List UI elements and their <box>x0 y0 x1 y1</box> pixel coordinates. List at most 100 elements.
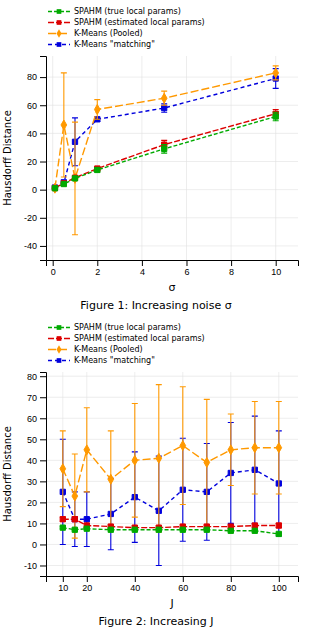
error-bar <box>132 404 138 518</box>
error-bar <box>72 122 78 235</box>
legend-item: SPAHM (estimated local params) <box>48 334 205 343</box>
tick-label: 80 <box>226 583 236 593</box>
marker <box>60 517 65 522</box>
legend-label: SPAHM (true local params) <box>74 323 181 332</box>
marker <box>72 173 78 183</box>
series <box>52 109 279 190</box>
marker <box>276 443 282 453</box>
grid-line <box>46 502 298 503</box>
tick-mark <box>40 190 46 191</box>
grid <box>46 372 298 576</box>
y-tick: 80 <box>27 72 46 82</box>
x-tick: 6 <box>184 260 189 277</box>
tick-mark <box>40 418 46 419</box>
x-tick: 8 <box>229 260 234 277</box>
marker <box>108 474 114 484</box>
tick-label: 10 <box>58 583 68 593</box>
x-tick: 4 <box>140 260 145 277</box>
plot-area <box>60 385 282 566</box>
marker <box>72 175 77 180</box>
tick-mark <box>40 439 46 440</box>
marker <box>180 441 186 451</box>
tick-label: 60 <box>178 583 188 593</box>
error-bar <box>72 454 78 538</box>
marker <box>162 146 167 151</box>
legend-item: K-Means (Pooled) <box>48 29 143 38</box>
tick-label: 50 <box>27 435 37 445</box>
tick-label: 40 <box>27 456 37 466</box>
tick-label: 0 <box>32 540 37 550</box>
marker <box>252 523 257 528</box>
legend-marker <box>57 336 62 341</box>
legend-marker <box>57 358 62 363</box>
tick-mark <box>63 576 64 582</box>
marker <box>52 185 57 190</box>
marker <box>61 181 66 186</box>
y-tick: 0 <box>32 540 46 550</box>
grid-line <box>52 56 53 260</box>
tick-mark <box>186 260 187 266</box>
y-tick: 80 <box>27 372 46 382</box>
tick-label: -40 <box>24 241 37 251</box>
tick-mark <box>276 260 277 266</box>
legend-label: SPAHM (estimated local params) <box>74 18 205 27</box>
legend-item: SPAHM (estimated local params) <box>48 18 205 27</box>
x-tick: 10 <box>271 260 281 277</box>
y-tick: 40 <box>27 129 46 139</box>
tick-label: 20 <box>27 157 37 167</box>
tick-mark <box>40 460 46 461</box>
legend-label: K-Means "matching" <box>74 356 155 365</box>
tick-label: 80 <box>27 72 37 82</box>
legend-marker <box>57 42 62 47</box>
series-line <box>55 79 276 188</box>
x-tick: 20 <box>82 576 92 593</box>
tick-mark <box>135 576 136 582</box>
error-bar <box>84 492 90 547</box>
grid-line <box>231 56 232 260</box>
y-tick: 50 <box>27 435 46 445</box>
error-bar <box>180 387 186 505</box>
axis-line <box>40 57 47 261</box>
marker <box>52 185 57 190</box>
marker <box>276 531 281 536</box>
series-line <box>63 446 279 496</box>
error-bar <box>84 408 90 492</box>
tick-label: 60 <box>27 414 37 424</box>
series <box>60 416 282 565</box>
x-axis-title: σ <box>169 281 176 294</box>
tick-mark <box>40 481 46 482</box>
marker <box>52 186 57 191</box>
axis-line <box>40 373 47 577</box>
chart-title: Figure 2: Increasing J <box>99 615 214 628</box>
legend-label: SPAHM (true local params) <box>74 7 181 16</box>
marker <box>84 517 89 522</box>
grid-line <box>141 56 142 260</box>
grid-line <box>46 565 298 566</box>
grid-line <box>46 418 298 419</box>
grid-line <box>46 544 298 545</box>
tick-mark <box>183 576 184 582</box>
tick-label: 40 <box>130 583 140 593</box>
error-bar <box>94 100 100 120</box>
tick-label: 0 <box>51 267 56 277</box>
legend-label: SPAHM (estimated local params) <box>74 334 205 343</box>
tick-mark <box>40 218 46 219</box>
legend-marker <box>57 20 62 25</box>
tick-mark <box>40 246 46 247</box>
error-bar <box>276 523 282 527</box>
x-tick: 0 <box>51 260 56 277</box>
y-tick: 10 <box>27 519 46 529</box>
marker <box>72 176 77 181</box>
tick-label: 0 <box>32 185 37 195</box>
y-tick: 60 <box>27 101 46 111</box>
grid-line <box>46 105 298 106</box>
marker <box>72 491 78 501</box>
grid-line <box>46 481 298 482</box>
error-bar <box>94 168 100 172</box>
marker <box>61 120 67 130</box>
tick-mark <box>87 576 88 582</box>
grid-line <box>46 245 298 246</box>
marker <box>72 517 77 522</box>
legend-label: K-Means "matching" <box>74 40 155 49</box>
error-bar <box>228 414 234 486</box>
